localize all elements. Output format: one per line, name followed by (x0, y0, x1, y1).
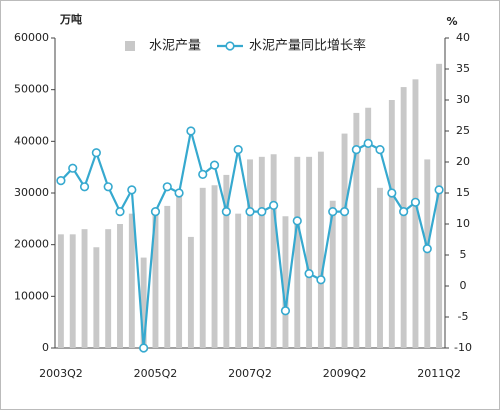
y-tick-label: 30000 (14, 186, 49, 199)
line-marker (304, 269, 314, 279)
line-marker (257, 207, 267, 217)
line-marker (91, 148, 101, 158)
line-marker (363, 138, 373, 148)
legend-label: 水泥产量 (149, 39, 201, 54)
y2-tick-label: 0 (460, 279, 467, 292)
legend-swatch (225, 41, 235, 51)
y2-tick-label: 5 (460, 248, 467, 261)
bar (128, 213, 135, 348)
bar (377, 187, 383, 348)
x-tick-label: 2003Q2 (39, 367, 83, 380)
line-marker (410, 197, 421, 207)
line-marker (351, 145, 361, 155)
bar (294, 156, 301, 348)
line-marker (316, 275, 326, 285)
line-marker (174, 188, 184, 198)
legend-swatch (125, 41, 135, 51)
line-marker (387, 188, 397, 198)
y2-tick-label: 40 (456, 31, 470, 44)
x-tick-label: 2005Q2 (134, 367, 178, 380)
line-marker (150, 207, 161, 217)
bar (436, 63, 443, 348)
x-tick-label: 2009Q2 (323, 367, 367, 380)
line-marker (115, 207, 125, 217)
bar (424, 159, 431, 348)
line-marker (186, 126, 196, 136)
bar (164, 205, 171, 348)
bar (282, 216, 289, 348)
line-marker (328, 207, 338, 217)
line-marker (375, 145, 385, 155)
bar (187, 236, 194, 348)
y-tick-label: 50000 (14, 83, 49, 96)
y2-tick-label: -5 (458, 310, 469, 323)
line-marker (292, 216, 302, 226)
bar (105, 229, 112, 348)
y2-axis-label: % (446, 15, 457, 28)
bar (93, 247, 100, 348)
y-tick-label: 10000 (14, 289, 49, 302)
line-marker (422, 244, 432, 254)
bar (306, 156, 313, 348)
y2-tick-label: -10 (454, 341, 472, 354)
y-tick-label: 0 (42, 341, 49, 354)
bar (199, 187, 206, 348)
bar (69, 234, 76, 348)
y2-tick-label: 20 (456, 155, 470, 168)
bar (329, 200, 336, 348)
line-marker (434, 185, 444, 195)
line-marker (198, 169, 208, 179)
bar (152, 208, 159, 348)
line-marker (245, 207, 255, 217)
y-tick-label: 60000 (14, 31, 49, 44)
y2-tick-label: 35 (456, 62, 470, 75)
line-marker (269, 200, 279, 210)
y-tick-label: 40000 (14, 134, 49, 147)
x-tick-label: 2007Q2 (228, 367, 272, 380)
line-marker (139, 343, 149, 353)
y-tick-label: 20000 (14, 238, 49, 251)
line-marker (233, 145, 243, 155)
line-marker (280, 306, 291, 316)
bar (400, 87, 407, 348)
bar (57, 234, 64, 348)
bar (81, 229, 88, 348)
bar (258, 156, 265, 348)
legend-label: 水泥产量同比增长率 (249, 38, 366, 54)
y2-tick-label: 30 (456, 93, 470, 106)
y2-tick-label: 15 (456, 186, 470, 199)
line-marker (339, 207, 350, 217)
line-marker (103, 182, 113, 192)
bar (365, 107, 372, 348)
line-marker (399, 207, 409, 217)
bar (140, 257, 147, 348)
bar (353, 112, 360, 349)
bar (341, 133, 348, 348)
line-marker (68, 163, 78, 173)
line-marker (221, 207, 231, 217)
line-marker (209, 160, 220, 170)
bar (117, 224, 123, 348)
line-marker (127, 185, 137, 195)
bar (247, 159, 253, 348)
bar (176, 193, 183, 348)
bar (223, 174, 230, 348)
y-axis-label: 万吨 (59, 12, 82, 26)
line-marker (56, 176, 66, 186)
bar (235, 213, 242, 348)
line-marker (162, 182, 172, 192)
bar (317, 151, 324, 348)
x-tick-label: 2011Q2 (417, 367, 461, 380)
y2-tick-label: 10 (456, 217, 470, 230)
y2-tick-label: 25 (456, 124, 470, 137)
bar (388, 100, 395, 348)
bar (412, 79, 419, 348)
line-marker (79, 182, 90, 192)
bar (270, 154, 277, 348)
bar (211, 185, 218, 348)
